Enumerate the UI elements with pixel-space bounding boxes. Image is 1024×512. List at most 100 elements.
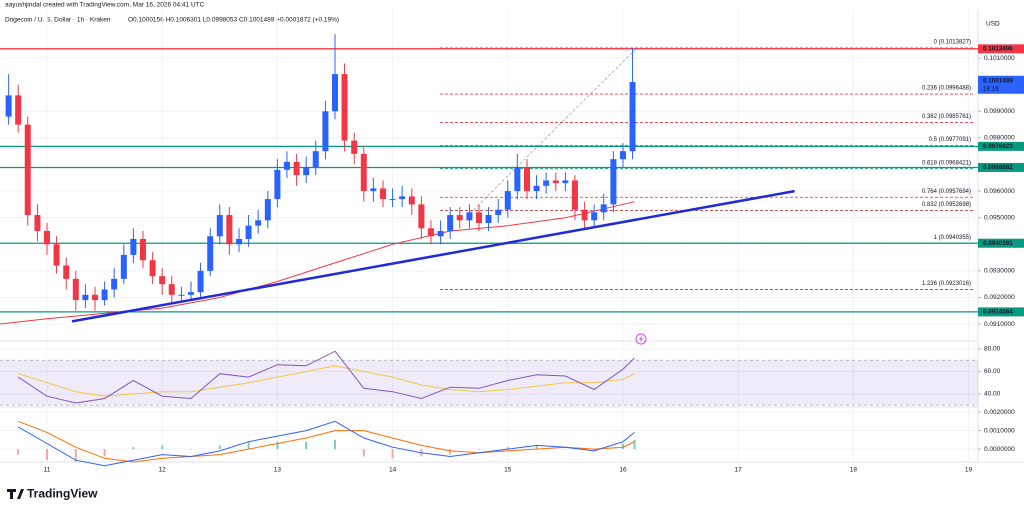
candle-body	[130, 238, 137, 255]
candle-body	[370, 188, 377, 192]
x-tick-label: 14	[389, 467, 397, 474]
candle-body	[466, 212, 473, 221]
fib-label: 0.764 (0.0957694)	[922, 189, 971, 195]
macd-histogram	[161, 445, 164, 450]
level-label: 0.0976823	[983, 143, 1013, 150]
candle-body	[101, 289, 108, 301]
fib-label: 1.236 (0.0923016)	[922, 281, 971, 287]
alert-bolt[interactable]	[639, 335, 643, 343]
candle-body	[245, 225, 252, 239]
candle-body	[341, 74, 348, 141]
x-tick-label: 19	[965, 467, 973, 474]
fib-label: 0 (0.1013827)	[934, 40, 971, 46]
candle-body	[236, 238, 243, 245]
candle-body	[418, 204, 425, 229]
candle-body	[552, 180, 559, 184]
rsi-ma	[18, 365, 635, 397]
candle-body	[5, 95, 12, 117]
y-tick-label: 0.0020000	[984, 409, 1015, 416]
candle-body	[34, 215, 41, 231]
candle-body	[283, 161, 290, 170]
macd-histogram	[189, 449, 192, 450]
macd-histogram	[391, 449, 394, 459]
candle-body	[543, 180, 550, 186]
x-tick-label: 18	[850, 467, 858, 474]
y-tick-label: 40.00	[984, 391, 1001, 398]
candle-body	[120, 254, 127, 279]
candle-body	[187, 292, 194, 295]
candle-body	[255, 220, 262, 226]
brand[interactable]: TradingView	[27, 487, 98, 501]
macd-histogram	[276, 441, 279, 450]
rsi-band	[0, 360, 978, 406]
candle-body	[92, 294, 99, 301]
candle-body	[524, 167, 531, 192]
candle-body	[389, 199, 396, 201]
alert-icon[interactable]	[635, 333, 647, 345]
candle-body	[178, 294, 185, 296]
candle-body	[24, 124, 31, 216]
y-tick-label: 0.0000000	[984, 446, 1015, 453]
candle-body	[207, 236, 214, 271]
candle-body	[600, 204, 607, 213]
axis-unit: USD	[986, 21, 1000, 28]
candle-body	[562, 180, 569, 184]
trendline	[71, 189, 795, 323]
level-label: 0.0940391	[983, 240, 1013, 247]
candle-body	[82, 294, 89, 301]
candle-body	[303, 167, 310, 176]
countdown: 18:16	[983, 85, 999, 92]
macd-histogram	[593, 449, 596, 451]
macd-histogram	[477, 449, 480, 450]
candle-body	[495, 209, 502, 216]
candle-body	[610, 159, 617, 205]
candle-body	[629, 82, 636, 152]
level-tag	[978, 141, 1024, 151]
ohlc: O0.1000156 H0.1006301 L0.0998053 C0.1001…	[128, 17, 339, 24]
alert-circle[interactable]	[635, 333, 647, 345]
fib-label: 0.236 (0.0996488)	[922, 86, 971, 92]
macd-histogram	[132, 447, 135, 450]
macd-histogram	[17, 449, 20, 455]
x-tick-label: 16	[619, 467, 627, 474]
level-tag	[978, 162, 1024, 172]
y-tick-label: 0.0990000	[984, 108, 1015, 115]
candle-body	[331, 74, 338, 112]
x-tick-label: 11	[44, 467, 51, 474]
level-label: 0.0914564	[983, 309, 1013, 316]
macd-histogram	[633, 439, 636, 450]
macd-histogram	[564, 449, 567, 450]
macd-histogram	[305, 441, 308, 450]
candle-body	[437, 230, 444, 237]
credit: aayushjindal created with TradingView.co…	[5, 2, 205, 9]
candle-body	[399, 196, 406, 200]
logo[interactable]: TradingView	[7, 487, 98, 501]
macd-histogram	[103, 449, 106, 457]
candle-body	[72, 278, 79, 301]
candle-body	[139, 238, 146, 261]
candle-body	[63, 265, 70, 279]
candle-body	[197, 270, 204, 293]
candle-body	[581, 209, 588, 221]
macd-histogram	[74, 449, 77, 462]
candle-body	[360, 153, 367, 192]
candle-body	[571, 180, 578, 210]
y-tick-label: 0.0010000	[984, 427, 1015, 434]
last-price-tag	[978, 75, 1024, 94]
logo-mark[interactable]	[7, 489, 24, 499]
x-tick-label: 17	[735, 467, 743, 474]
level-label: 0.1013496	[983, 46, 1013, 53]
candle-body	[168, 284, 175, 295]
candle-body	[533, 185, 540, 192]
candle-body	[322, 111, 329, 152]
candle-body	[619, 151, 626, 160]
candle-body	[43, 230, 50, 245]
x-tick-label: 12	[159, 467, 167, 474]
candle-body	[216, 215, 223, 237]
candle-body	[447, 215, 454, 231]
candle-body	[226, 215, 233, 245]
macd-line	[17, 420, 635, 467]
candle-body	[475, 212, 482, 223]
fib-label: 0.5 (0.0977091)	[929, 137, 971, 143]
